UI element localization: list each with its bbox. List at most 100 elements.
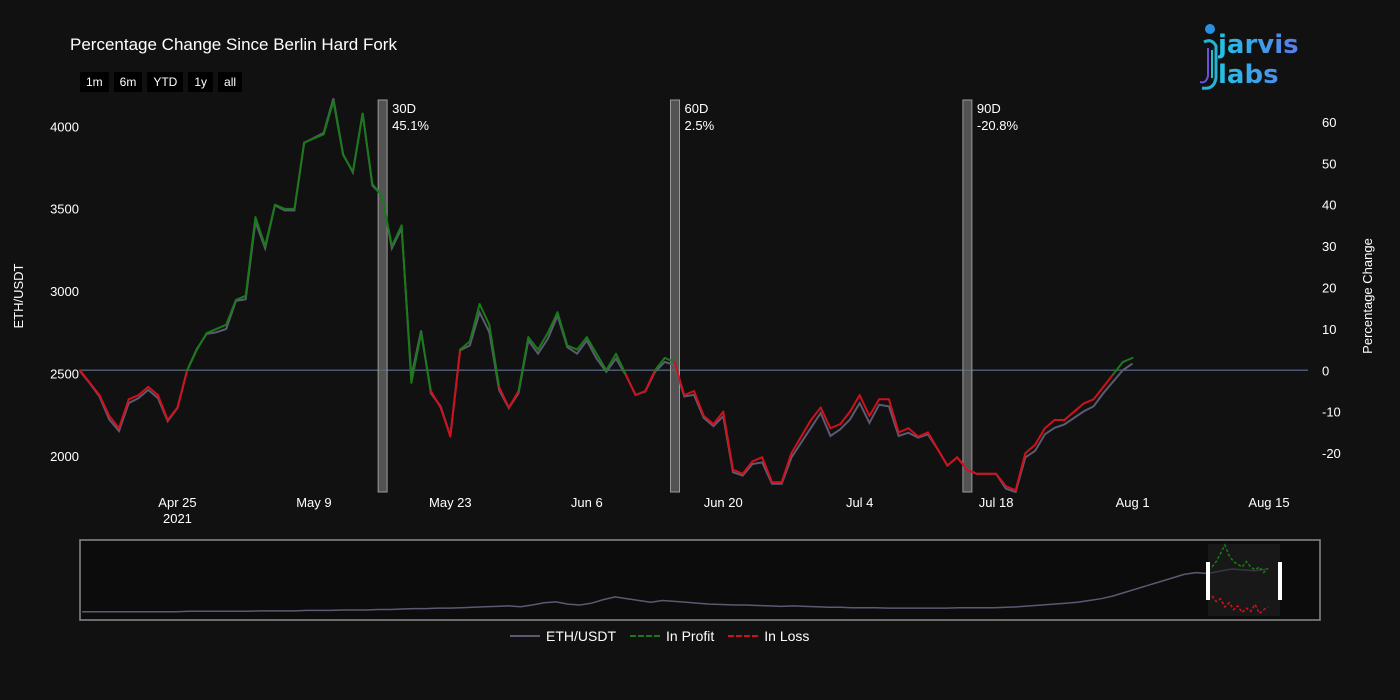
x-tick-label: Jul 18 <box>979 495 1014 510</box>
loss-segment <box>673 361 686 397</box>
loss-segment <box>1014 452 1027 492</box>
loss-segment <box>926 431 939 450</box>
range-button-all[interactable]: all <box>218 72 243 92</box>
y-right-tick-label: -10 <box>1322 405 1341 420</box>
range-button-1m[interactable]: 1m <box>80 72 109 92</box>
loss-segment <box>79 369 91 384</box>
loss-segment <box>137 385 150 397</box>
profit-segment <box>312 133 325 140</box>
profit-segment <box>663 356 676 364</box>
loss-segment <box>956 456 968 471</box>
loss-segment <box>731 468 744 475</box>
loss-segment <box>507 389 520 409</box>
profit-segment <box>468 303 481 343</box>
loss-segment <box>683 389 695 397</box>
profit-segment <box>381 195 393 248</box>
x-tick-label: Aug 1 <box>1116 495 1150 510</box>
loss-segment <box>887 398 900 434</box>
profit-segment <box>517 336 530 392</box>
profit-segment <box>410 332 423 384</box>
loss-segment <box>712 410 725 426</box>
y-left-axis-title: ETH/USDT <box>11 263 26 328</box>
legend-item-eth[interactable]: ETH/USDT <box>510 628 616 644</box>
legend-label-eth: ETH/USDT <box>546 628 616 644</box>
navigator-history-line <box>82 568 1268 613</box>
loss-segment <box>741 460 754 475</box>
loss-segment <box>166 406 179 421</box>
profit-segment <box>215 323 228 330</box>
profit-segment <box>273 203 286 210</box>
x-tick-label: Jun 20 <box>704 495 743 510</box>
loss-segment <box>800 418 812 438</box>
x-tick-label: Jul 4 <box>846 495 873 510</box>
jarvis-labs-logo: jarvis labs <box>1196 20 1366 92</box>
profit-segment <box>303 137 315 144</box>
x-tick-label: Jun 6 <box>571 495 603 510</box>
loss-segment <box>819 406 832 430</box>
logo-text: jarvis labs <box>1218 30 1366 90</box>
loss-segment <box>1024 443 1037 455</box>
navigator-profit-line <box>1211 543 1269 574</box>
fingerprint-icon <box>1199 24 1218 90</box>
period-marker-bar <box>670 99 681 493</box>
profit-segment <box>293 141 306 210</box>
legend-label-profit: In Profit <box>666 628 715 644</box>
legend-item-loss[interactable]: In Loss <box>728 628 809 644</box>
loss-segment <box>1043 418 1056 430</box>
profit-segment <box>478 303 491 326</box>
y-right-tick-label: 20 <box>1322 281 1336 296</box>
loss-segment <box>809 406 822 421</box>
loss-segment <box>429 389 442 409</box>
range-navigator <box>79 539 1321 621</box>
loss-segment <box>946 456 959 467</box>
y-right-tick-label: -20 <box>1322 446 1341 461</box>
period-marker-bar <box>962 99 973 493</box>
profit-segment <box>195 332 208 351</box>
loss-segment <box>644 369 657 392</box>
profit-segment <box>254 216 267 248</box>
loss-segment <box>868 398 881 417</box>
x-tick-label: May 9 <box>296 495 331 510</box>
profit-segment <box>371 183 384 198</box>
period-marker-value: 45.1% <box>392 118 429 133</box>
legend-line-loss <box>728 635 759 637</box>
profit-segment <box>527 336 540 351</box>
loss-segment <box>907 427 920 438</box>
profit-segment <box>459 340 471 351</box>
period-marker-label: 60D <box>685 101 709 116</box>
loss-segment <box>108 414 120 430</box>
y-right-tick-label: 40 <box>1322 198 1336 213</box>
loss-segment <box>498 385 510 409</box>
profit-segment <box>488 323 501 388</box>
y-left-tick-label: 3000 <box>50 284 79 299</box>
profit-segment <box>615 352 627 376</box>
loss-segment <box>156 394 169 421</box>
profit-segment <box>585 336 598 355</box>
loss-segment <box>917 431 929 438</box>
loss-segment <box>117 398 130 430</box>
y-left-tick-label: 3500 <box>50 202 79 217</box>
period-marker-label: 30D <box>392 101 416 116</box>
range-button-6m[interactable]: 6m <box>113 72 143 92</box>
loss-segment <box>98 394 111 417</box>
y-left-tick-label: 2000 <box>50 449 79 464</box>
loss-segment <box>1034 427 1046 446</box>
loss-segment <box>829 423 842 430</box>
loss-segment <box>780 452 793 484</box>
profit-segment <box>322 100 335 136</box>
navigator-handle-right[interactable] <box>1278 562 1282 600</box>
navigator-handle-left[interactable] <box>1206 562 1210 600</box>
range-button-ytd[interactable]: YTD <box>147 72 184 92</box>
loss-segment <box>936 447 949 467</box>
range-selector: 1m 6m YTD 1y all <box>80 72 243 92</box>
profit-segment <box>225 298 237 326</box>
profit-segment <box>205 327 218 335</box>
legend-item-profit[interactable]: In Profit <box>630 628 714 644</box>
y-right-axis-title: Percentage Change <box>1360 238 1375 354</box>
y-right-tick-label: 50 <box>1322 156 1336 171</box>
x-tick-label: May 23 <box>429 495 472 510</box>
profit-segment <box>556 311 569 347</box>
loss-segment <box>1063 410 1076 421</box>
range-button-1y[interactable]: 1y <box>188 72 214 92</box>
